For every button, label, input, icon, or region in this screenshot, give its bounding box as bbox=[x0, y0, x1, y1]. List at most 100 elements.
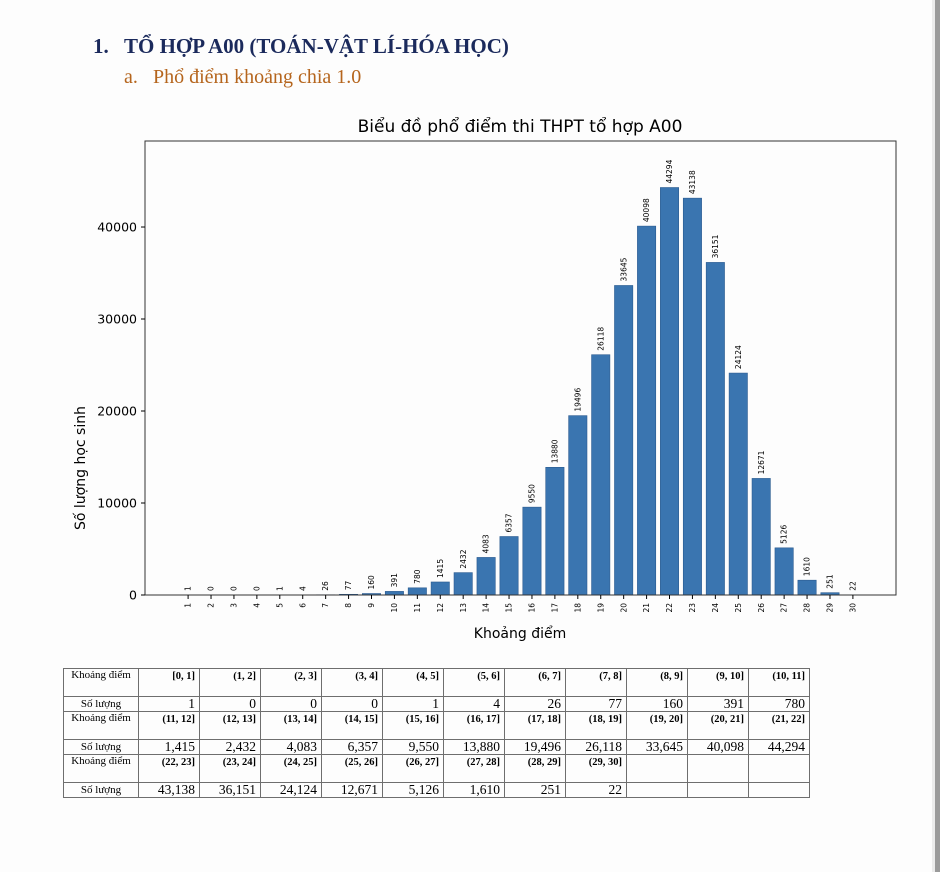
range-cell: (7, 8] bbox=[565, 668, 627, 697]
bar bbox=[476, 557, 496, 596]
count-cell: 1,415 bbox=[138, 739, 200, 755]
x-tick-label: 26 bbox=[757, 603, 766, 613]
bar bbox=[430, 581, 450, 596]
subsection-title: Phổ điểm khoảng chia 1.0 bbox=[153, 66, 362, 88]
chart-title: Biểu đồ phổ điểm thi THPT tổ hợp A00 bbox=[358, 116, 683, 137]
scrollbar-track bbox=[932, 0, 935, 872]
scrollbar[interactable] bbox=[935, 0, 940, 872]
range-cell: (11, 12] bbox=[138, 711, 200, 740]
bar-value-label: 26118 bbox=[596, 327, 605, 351]
range-cell: (18, 19] bbox=[565, 711, 627, 740]
x-tick-label: 2 bbox=[207, 603, 216, 608]
count-cell: 0 bbox=[321, 696, 383, 712]
count-cell bbox=[748, 782, 810, 798]
x-tick-label: 1 bbox=[184, 603, 193, 608]
range-cell bbox=[687, 754, 749, 783]
range-cell: (13, 14] bbox=[260, 711, 322, 740]
count-cell: 5,126 bbox=[382, 782, 444, 798]
x-tick-label: 14 bbox=[482, 603, 491, 613]
bar-value-label: 1415 bbox=[436, 559, 445, 578]
range-cell: (28, 29] bbox=[504, 754, 566, 783]
x-axis-ticks: 1 2 3 4 5 6 7 8 9 10 11 12 13 14 15 16 17 18 19 20 21 22 23 24 2… bbox=[184, 595, 858, 613]
count-cell: 26 bbox=[504, 696, 566, 712]
count-cell: 391 bbox=[687, 696, 749, 712]
section-heading: 1. TỔ HỢP A00 (TOÁN-VẬT LÍ-HÓA HỌC) bbox=[93, 34, 509, 59]
bar-value-label: 0 bbox=[207, 586, 216, 591]
x-tick-label: 4 bbox=[252, 603, 261, 608]
count-cell: 12,671 bbox=[321, 782, 383, 798]
count-cell: 1,610 bbox=[443, 782, 505, 798]
bar bbox=[774, 547, 794, 596]
count-cell: 2,432 bbox=[199, 739, 261, 755]
range-cell: (2, 3] bbox=[260, 668, 322, 697]
x-tick-label: 20 bbox=[619, 603, 628, 613]
bar-value-label: 12671 bbox=[757, 450, 766, 474]
bar-value-label: 6357 bbox=[505, 513, 514, 532]
y-tick-label: 40000 bbox=[97, 220, 137, 235]
count-cell: 780 bbox=[748, 696, 810, 712]
bar bbox=[591, 354, 611, 596]
bar-value-label: 22 bbox=[849, 581, 858, 591]
bar bbox=[614, 285, 634, 596]
count-cell: 33,645 bbox=[626, 739, 688, 755]
x-tick-label: 24 bbox=[711, 603, 720, 613]
range-cell: (17, 18] bbox=[504, 711, 566, 740]
range-cell: (16, 17] bbox=[443, 711, 505, 740]
count-header-cell: Số lượng bbox=[63, 782, 139, 798]
x-tick-label: 30 bbox=[849, 603, 858, 613]
bar bbox=[545, 467, 565, 596]
count-cell: 1 bbox=[382, 696, 444, 712]
count-cell: 40,098 bbox=[687, 739, 749, 755]
count-cell: 22 bbox=[565, 782, 627, 798]
bar-value-label: 1 bbox=[184, 586, 193, 591]
bar bbox=[682, 197, 702, 596]
bar-value-label: 19496 bbox=[573, 388, 582, 412]
subsection-number: a. bbox=[124, 66, 138, 88]
range-cell: (10, 11] bbox=[748, 668, 810, 697]
x-tick-label: 18 bbox=[573, 603, 582, 613]
y-tick-label: 30000 bbox=[97, 312, 137, 327]
x-tick-label: 16 bbox=[528, 603, 537, 613]
range-cell: (3, 4] bbox=[321, 668, 383, 697]
count-cell: 19,496 bbox=[504, 739, 566, 755]
bar bbox=[637, 225, 657, 596]
bar-value-label: 26 bbox=[321, 581, 330, 591]
bar-value-label: 0 bbox=[230, 586, 239, 591]
range-row: Khoảng điểm (11, 12] (12, 13] (13, 14] (14, … bbox=[63, 711, 810, 740]
range-cell: (15, 16] bbox=[382, 711, 444, 740]
bar bbox=[384, 591, 404, 596]
range-cell bbox=[748, 754, 810, 783]
bar-value-label: 77 bbox=[344, 581, 353, 591]
x-tick-label: 12 bbox=[436, 603, 445, 613]
range-cell: (25, 26] bbox=[321, 754, 383, 783]
y-axis-label: Số lượng học sinh bbox=[72, 406, 89, 530]
range-cell: (29, 30] bbox=[565, 754, 627, 783]
x-tick-label: 8 bbox=[344, 603, 353, 608]
range-cell: (21, 22] bbox=[748, 711, 810, 740]
count-cell: 44,294 bbox=[748, 739, 810, 755]
count-cell: 9,550 bbox=[382, 739, 444, 755]
plot-frame bbox=[144, 140, 897, 596]
count-cell: 26,118 bbox=[565, 739, 627, 755]
bar-value-label: 1610 bbox=[803, 557, 812, 576]
bar-value-label: 1 bbox=[275, 586, 284, 591]
x-tick-label: 15 bbox=[505, 603, 514, 613]
count-cell: 0 bbox=[199, 696, 261, 712]
bar-value-label: 4083 bbox=[482, 534, 491, 553]
range-row: Khoảng điểm [0, 1] (1, 2] (2, 3] (3, 4] (4, 5… bbox=[63, 668, 810, 697]
bar-value-label: 251 bbox=[826, 574, 835, 589]
bar-value-label: 44294 bbox=[665, 159, 674, 183]
count-cell: 36,151 bbox=[199, 782, 261, 798]
count-cell: 43,138 bbox=[138, 782, 200, 798]
count-cell bbox=[626, 782, 688, 798]
bar bbox=[797, 579, 817, 596]
count-header-cell: Số lượng bbox=[63, 739, 139, 755]
bar-value-label: 13880 bbox=[550, 439, 559, 463]
y-tick-label: 0 bbox=[129, 588, 137, 603]
bar-value-label: 5126 bbox=[780, 525, 789, 544]
bar-value-label: 24124 bbox=[734, 345, 743, 369]
count-cell: 6,357 bbox=[321, 739, 383, 755]
range-header-cell: Khoảng điểm bbox=[63, 711, 139, 740]
x-tick-label: 9 bbox=[367, 603, 376, 608]
range-cell: (27, 28] bbox=[443, 754, 505, 783]
